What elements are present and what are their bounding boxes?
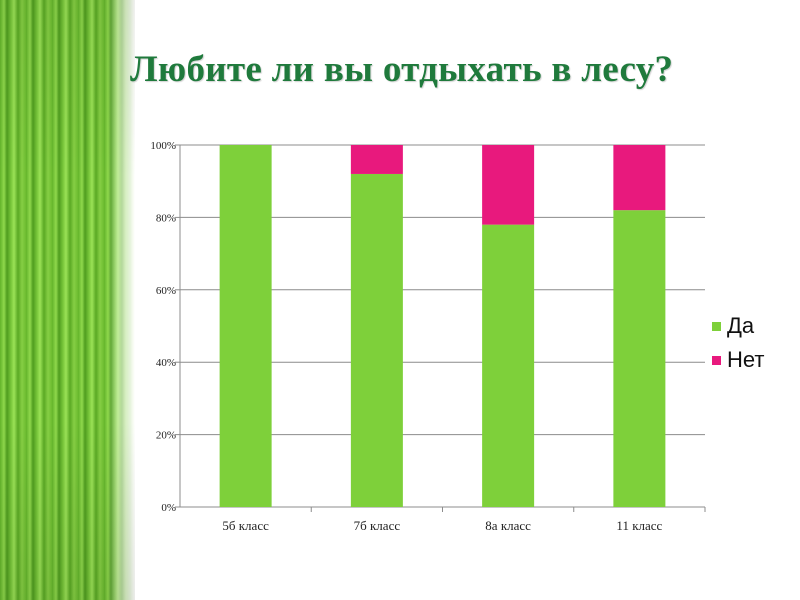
legend-swatch-net [712, 355, 721, 365]
bar-da [482, 224, 535, 507]
legend-swatch-da [712, 321, 721, 331]
y-tick-label: 100% [150, 140, 176, 152]
bar-net [350, 145, 403, 174]
legend-label-da: Да [727, 313, 755, 338]
bar-da [613, 210, 666, 507]
legend-item-net: Нет [712, 343, 764, 377]
slide-title: Любите ли вы отдыхать в лесу? [130, 49, 674, 90]
bar-net [613, 145, 666, 211]
bar-da [219, 145, 272, 507]
y-tick-label: 40% [156, 357, 176, 369]
legend-item-da: Да [712, 309, 764, 343]
chart-legend: Да Нет [712, 309, 764, 377]
x-category-label: 8а класс [485, 518, 531, 533]
y-tick-label: 80% [156, 212, 176, 224]
decorative-green-stripe [0, 0, 135, 600]
bar-da [350, 173, 403, 507]
x-category-label: 11 класс [616, 518, 662, 533]
x-category-label: 5б класс [222, 518, 269, 533]
y-tick-label: 20% [156, 430, 176, 442]
y-tick-label: 60% [156, 285, 176, 297]
legend-label-net: Нет [727, 347, 765, 372]
y-tick-label: 0% [161, 502, 176, 514]
decorative-stripe-shade [0, 0, 135, 600]
x-category-label: 7б класс [354, 518, 401, 533]
bar-net [482, 145, 535, 225]
